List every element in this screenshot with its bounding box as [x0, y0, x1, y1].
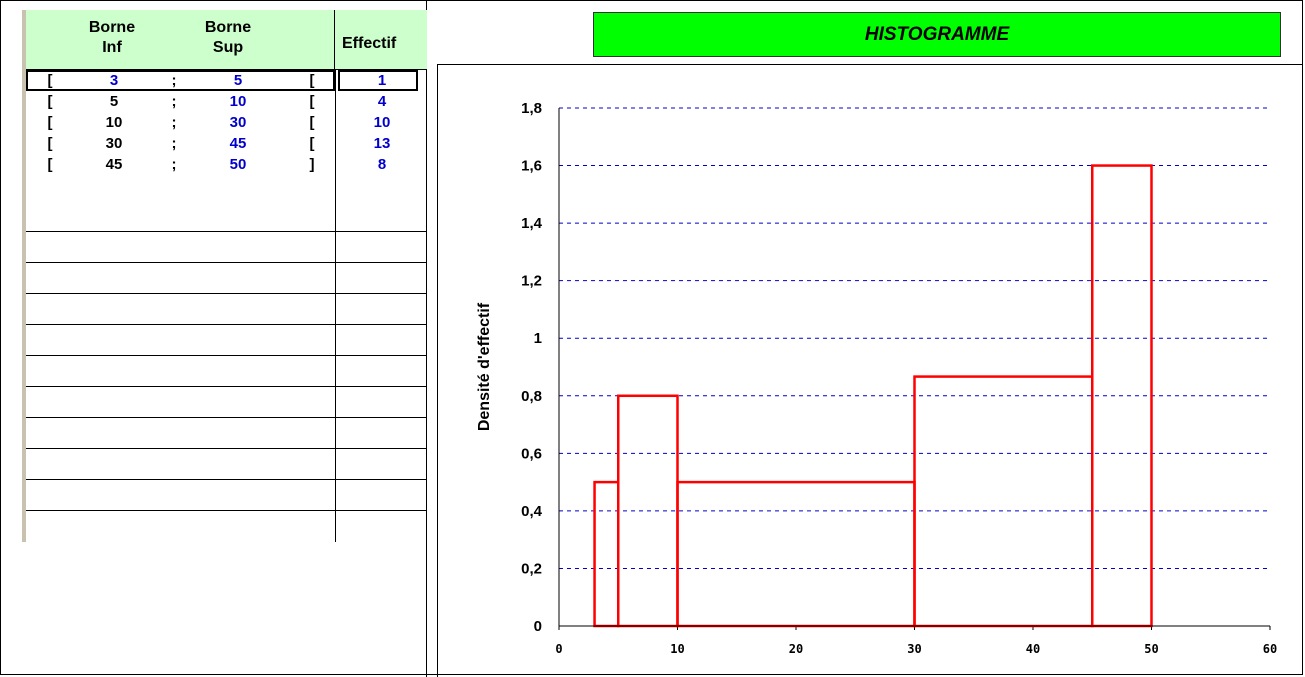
y-tick-label: 0,6 — [521, 445, 542, 462]
column-divider — [335, 70, 336, 542]
row-open-bracket: [ — [40, 155, 60, 175]
header-borne-sup-line2: Sup — [198, 38, 258, 58]
row-open-bracket: [ — [40, 71, 60, 91]
row-separator: ; — [168, 92, 180, 112]
row-close-bracket: [ — [302, 134, 322, 154]
chart-title: HISTOGRAMME — [593, 12, 1281, 57]
row-open-bracket: [ — [40, 92, 60, 112]
row-close-bracket: [ — [302, 92, 322, 112]
header-borne-inf-line1: Borne — [82, 18, 142, 38]
row-borne-inf[interactable]: 45 — [94, 155, 134, 175]
y-axis-label: Densité d'effectif — [476, 302, 493, 431]
histogram-bar — [595, 482, 619, 626]
x-tick-label: 60 — [1263, 642, 1277, 656]
row-borne-inf[interactable]: 30 — [94, 134, 134, 154]
x-tick-label: 30 — [907, 642, 921, 656]
header-borne-sup-line1: Borne — [198, 18, 258, 38]
header-effectif: Effectif — [342, 34, 427, 54]
row-grid-line — [26, 386, 427, 387]
y-tick-label: 0,4 — [521, 503, 543, 520]
x-tick-label: 0 — [555, 642, 562, 656]
row-grid-line — [26, 262, 427, 263]
y-tick-label: 1 — [534, 330, 542, 347]
row-effectif[interactable]: 10 — [352, 113, 412, 133]
row-borne-inf[interactable]: 10 — [94, 113, 134, 133]
x-tick-label: 10 — [670, 642, 684, 656]
row-borne-sup[interactable]: 30 — [218, 113, 258, 133]
y-tick-label: 1,8 — [521, 100, 542, 117]
y-tick-label: 1,2 — [521, 273, 542, 290]
y-tick-label: 1,4 — [521, 215, 543, 232]
row-borne-inf[interactable]: 3 — [94, 71, 134, 91]
row-grid-line — [26, 355, 427, 356]
histogram-bar — [915, 377, 1093, 626]
row-grid-line — [26, 510, 427, 511]
row-effectif[interactable]: 1 — [352, 71, 412, 91]
header-borne-inf-line2: Inf — [82, 38, 142, 58]
x-tick-label: 20 — [789, 642, 803, 656]
histogram-bar — [678, 482, 915, 626]
row-separator: ; — [168, 113, 180, 133]
row-grid-line — [26, 293, 427, 294]
row-effectif[interactable]: 8 — [352, 155, 412, 175]
row-separator: ; — [168, 155, 180, 175]
row-borne-sup[interactable]: 50 — [218, 155, 258, 175]
row-close-bracket: ] — [302, 155, 322, 175]
row-grid-line — [26, 231, 427, 232]
y-tick-label: 0 — [534, 618, 542, 635]
row-grid-line — [26, 417, 427, 418]
row-close-bracket: [ — [302, 71, 322, 91]
row-borne-sup[interactable]: 45 — [218, 134, 258, 154]
row-grid-line — [26, 448, 427, 449]
row-effectif[interactable]: 4 — [352, 92, 412, 112]
x-tick-label: 50 — [1144, 642, 1158, 656]
row-open-bracket: [ — [40, 134, 60, 154]
row-separator: ; — [168, 71, 180, 91]
y-tick-label: 0,8 — [521, 388, 542, 405]
row-grid-line — [26, 324, 427, 325]
row-effectif[interactable]: 13 — [352, 134, 412, 154]
row-borne-sup[interactable]: 5 — [218, 71, 258, 91]
row-header-strip — [22, 10, 26, 542]
y-tick-label: 0,2 — [521, 560, 542, 577]
row-close-bracket: [ — [302, 113, 322, 133]
row-open-bracket: [ — [40, 113, 60, 133]
row-separator: ; — [168, 134, 180, 154]
header-bounds-cell — [22, 10, 335, 70]
row-grid-line — [26, 479, 427, 480]
row-borne-inf[interactable]: 5 — [94, 92, 134, 112]
x-tick-label: 40 — [1026, 642, 1040, 656]
y-tick-label: 1,6 — [521, 158, 542, 175]
row-borne-sup[interactable]: 10 — [218, 92, 258, 112]
frequency-table: Borne Inf Borne Sup Effectif [3; 5 [1 [5; 10… — [22, 10, 427, 542]
active-row-outline — [26, 70, 335, 91]
histogram-chart: 0 0,2 0,4 0,6 0,8 1 1,2 1,4 1,6 1,8 0 10 20 30 40 50 60 D… — [437, 65, 1303, 677]
